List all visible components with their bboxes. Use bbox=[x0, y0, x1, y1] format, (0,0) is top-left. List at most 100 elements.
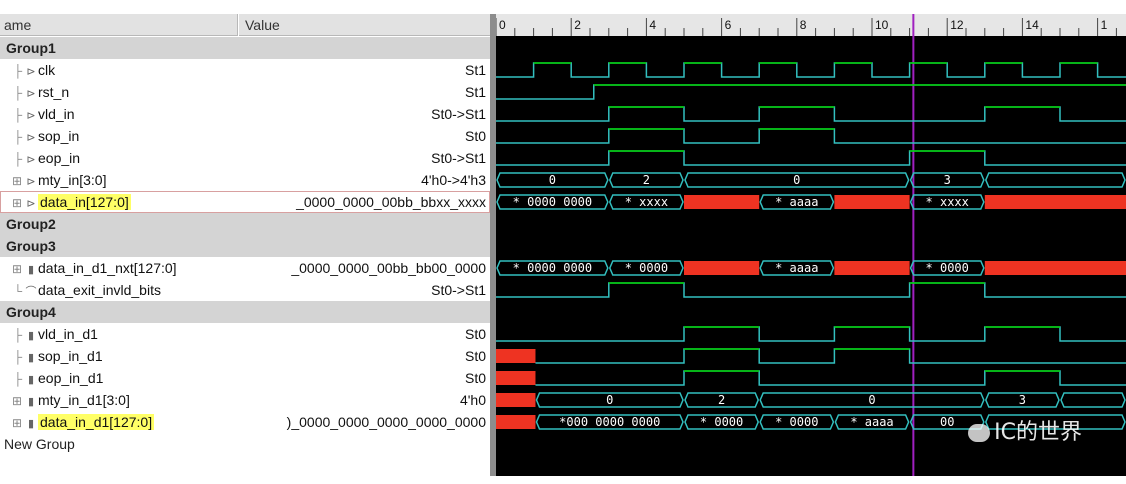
data-in-d1-bus-label: * 0000 bbox=[700, 415, 743, 429]
signal-type-icon: ▮ bbox=[27, 330, 35, 342]
signal-row[interactable]: ├ ⊳ sop_in St0 bbox=[0, 125, 490, 147]
data-in-bus-segment bbox=[608, 194, 684, 210]
data-in-d1-nxt-bus-segment bbox=[608, 260, 684, 276]
signal-row[interactable]: └ ⌒ data_exit_invld_bits St0->St1 bbox=[0, 279, 490, 301]
signal-name: eop_in bbox=[38, 150, 81, 166]
group-header[interactable]: Group1 bbox=[0, 37, 490, 59]
signal-value: St0->St1 bbox=[431, 106, 486, 122]
signal-value: St1 bbox=[464, 62, 486, 78]
signal-name: rst_n bbox=[38, 84, 70, 100]
signal-type-icon: ⊳ bbox=[26, 154, 36, 166]
value-column-header[interactable]: Value bbox=[239, 14, 490, 36]
signal-value: _0000_0000_00bb_bbxx_xxxx bbox=[296, 194, 486, 210]
mty-in-d1-bus-segment bbox=[535, 392, 684, 408]
signal-row[interactable]: ⊞ ⊳ data_in[127:0] _0000_0000_00bb_bbxx_xxx… bbox=[0, 191, 490, 213]
time-ruler bbox=[496, 14, 1126, 36]
data-in-d1-bus-label: *000 0000 0000 bbox=[559, 415, 660, 429]
data-in-d1-nxt-bus-segment bbox=[909, 260, 985, 276]
group-name: Group3 bbox=[6, 238, 56, 254]
group-header[interactable]: Group2 bbox=[0, 213, 490, 235]
expand-toggle-icon[interactable]: ⊞ bbox=[11, 262, 22, 276]
data-in-bus-label: * aaaa bbox=[775, 195, 818, 209]
group-header[interactable]: Group3 bbox=[0, 235, 490, 257]
data-in-d1-bus-segment bbox=[759, 414, 835, 430]
signal-row[interactable]: ├ ⊳ vld_in St0->St1 bbox=[0, 103, 490, 125]
signal-name-cell: └ ⌒ data_exit_invld_bits bbox=[0, 279, 238, 301]
mty-in-bus-label: 2 bbox=[643, 173, 650, 187]
signal-name-cell: ├ ⊳ sop_in bbox=[0, 125, 238, 147]
expand-toggle-icon[interactable]: ⊞ bbox=[11, 174, 22, 188]
ruler-tick-label: 8 bbox=[800, 18, 807, 32]
data-in-d1-nxt-bus-label: * aaaa bbox=[775, 261, 818, 275]
pane-splitter[interactable] bbox=[490, 14, 496, 476]
signal-row[interactable]: ├ ▮ vld_in_d1 St0 bbox=[0, 323, 490, 345]
signal-type-icon: ▮ bbox=[27, 396, 35, 408]
signal-name-cell: ├ ▮ eop_in_d1 bbox=[0, 367, 238, 389]
signal-row[interactable]: ├ ⊳ clk St1 bbox=[0, 59, 490, 81]
signal-name: vld_in_d1 bbox=[38, 326, 98, 342]
signal-row[interactable]: ├ ▮ sop_in_d1 St0 bbox=[0, 345, 490, 367]
signal-row[interactable]: ⊞ ▮ mty_in_d1[3:0] 4'h0 bbox=[0, 389, 490, 411]
data-in-d1-nxt-bus-label: * 0000 0000 bbox=[513, 261, 592, 275]
tree-branch-icon: ├ bbox=[13, 350, 22, 364]
mty-in-d1-bus-label: 2 bbox=[718, 393, 725, 407]
mty-in-bus-segment bbox=[608, 172, 684, 188]
signal-name-cell: ├ ▮ sop_in_d1 bbox=[0, 345, 238, 367]
ruler-tick-label: 12 bbox=[950, 18, 964, 32]
signal-value: )_0000_0000_0000_0000_0000 bbox=[286, 414, 486, 430]
signal-name-cell: ├ ⊳ rst_n bbox=[0, 81, 238, 103]
signal-row[interactable]: ⊞ ▮ data_in_d1[127:0] )_0000_0000_0000_0000… bbox=[0, 411, 490, 433]
signal-type-icon: ⊳ bbox=[26, 88, 36, 100]
data-in-d1-bus-label: 00 bbox=[940, 415, 954, 429]
signal-name: mty_in_d1[3:0] bbox=[38, 392, 130, 408]
eop-in-d1-x-segment bbox=[496, 371, 536, 385]
data-in-bus-x-segment bbox=[684, 195, 760, 209]
mty-in-bus-segment bbox=[984, 172, 1126, 188]
ruler-tick-label: 14 bbox=[1025, 18, 1039, 32]
mty-in-d1-bus-segment bbox=[984, 392, 1060, 408]
vld-in-d1-waveform bbox=[496, 326, 1126, 342]
mty-in-d1-bus-label: 0 bbox=[606, 393, 613, 407]
signal-value: St1 bbox=[464, 84, 486, 100]
data-in-bus-label: * xxxx bbox=[625, 195, 668, 209]
data-in-d1-bus-label: * 0000 bbox=[775, 415, 818, 429]
expand-toggle-icon[interactable]: ⊞ bbox=[11, 394, 22, 408]
waveform-canvas[interactable]: 0 2 4 6 8 10 12 14 10 2 0 3* 0000 0000 * xxxx * aaaa *… bbox=[496, 14, 1126, 476]
tree-branch-icon: ├ bbox=[13, 372, 22, 386]
watermark: IC的世界 bbox=[968, 414, 1082, 446]
data-in-d1-nxt-bus-label: * 0000 bbox=[926, 261, 969, 275]
data-in-d1-bus-x-segment bbox=[496, 415, 536, 429]
signal-name-cell: ⊞ ⊳ data_in[127:0] bbox=[0, 191, 238, 213]
waveform-pane[interactable]: 0 2 4 6 8 10 12 14 1 0 2 0 3 * 0000 0000 * xxxx * aaaa *… bbox=[496, 14, 1126, 476]
data-in-d1-bus-segment bbox=[535, 414, 684, 430]
signal-row[interactable]: ⊞ ⊳ mty_in[3:0] 4'h0->4'h3 bbox=[0, 169, 490, 191]
signal-row[interactable]: ├ ▮ eop_in_d1 St0 bbox=[0, 367, 490, 389]
rst-n-waveform bbox=[496, 84, 1126, 100]
expand-toggle-icon[interactable]: ⊞ bbox=[11, 416, 22, 430]
signal-value: _0000_0000_00bb_bb00_0000 bbox=[291, 260, 486, 276]
signal-row[interactable]: ├ ⊳ rst_n St1 bbox=[0, 81, 490, 103]
signal-value: 4'h0 bbox=[459, 392, 486, 408]
signal-row[interactable]: ⊞ ▮ data_in_d1_nxt[127:0] _0000_0000_00bb_b… bbox=[0, 257, 490, 279]
signal-value: St0->St1 bbox=[431, 282, 486, 298]
signal-type-icon: ⌒ bbox=[25, 286, 37, 298]
tree-branch-icon: └ bbox=[13, 284, 22, 298]
data-in-d1-bus-label: * aaaa bbox=[850, 415, 893, 429]
data-in-d1-nxt-bus-label: * 0000 bbox=[625, 261, 668, 275]
expand-toggle-icon[interactable]: ⊞ bbox=[11, 196, 22, 210]
group-header[interactable]: Group4 bbox=[0, 301, 490, 323]
mty-in-bus-label: 3 bbox=[944, 173, 951, 187]
watermark-text: IC的世界 bbox=[994, 420, 1082, 445]
ruler-tick-label: 10 bbox=[875, 18, 889, 32]
ruler-tick-label: 2 bbox=[574, 18, 581, 32]
clk-waveform bbox=[496, 62, 1126, 78]
signal-name-cell: ⊞ ▮ data_in_d1[127:0] bbox=[0, 411, 238, 433]
mty-in-d1-bus-segment bbox=[1060, 392, 1126, 408]
data-in-d1-bus-segment bbox=[684, 414, 760, 430]
new-group-row[interactable]: New Group bbox=[0, 433, 490, 455]
signal-row[interactable]: ├ ⊳ eop_in St0->St1 bbox=[0, 147, 490, 169]
signal-name-cell: ⊞ ▮ data_in_d1_nxt[127:0] bbox=[0, 257, 238, 279]
name-column-header[interactable]: ame bbox=[0, 14, 238, 36]
data-in-d1-bus-segment bbox=[909, 414, 985, 430]
mty-in-d1-bus-x-segment bbox=[496, 393, 536, 407]
